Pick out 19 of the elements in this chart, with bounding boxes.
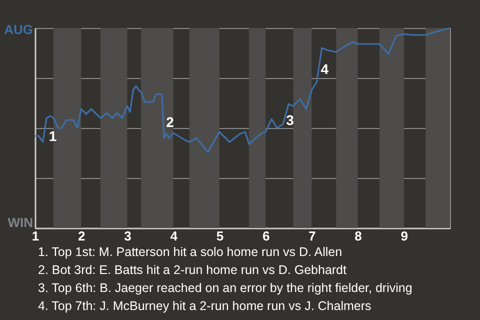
annotation: 2	[166, 114, 174, 130]
x-tick-label: 8	[354, 228, 362, 244]
x-tick-label: 4	[170, 228, 178, 244]
text: AUG	[4, 22, 33, 37]
text: 4. Top 7th: J. McBurney hit a 2-run home run vs J. Chalmers	[38, 299, 372, 313]
text: 1. Top 1st: M. Patterson hit a solo home run vs D. Allen	[38, 245, 342, 259]
x-tick-label: 7	[308, 228, 316, 244]
x-tick-label: 1	[32, 228, 40, 244]
x-tick-label: 9	[400, 228, 408, 244]
text: 2. Bot 3rd: E. Batts hit a 2-run home run vs D. Gebhardt	[38, 263, 348, 277]
x-tick-label: 2	[78, 228, 86, 244]
annotation: 4	[320, 61, 329, 77]
x-tick-label: 3	[124, 228, 132, 244]
x-tick-label: 5	[216, 228, 224, 244]
text: WIN	[8, 215, 33, 230]
annotation: 1	[48, 128, 57, 144]
x-tick-label: 6	[262, 228, 270, 244]
text: 3. Top 6th: B. Jaeger reached on an error by the right fielder, driving	[38, 281, 412, 295]
annotation: 3	[286, 112, 294, 128]
